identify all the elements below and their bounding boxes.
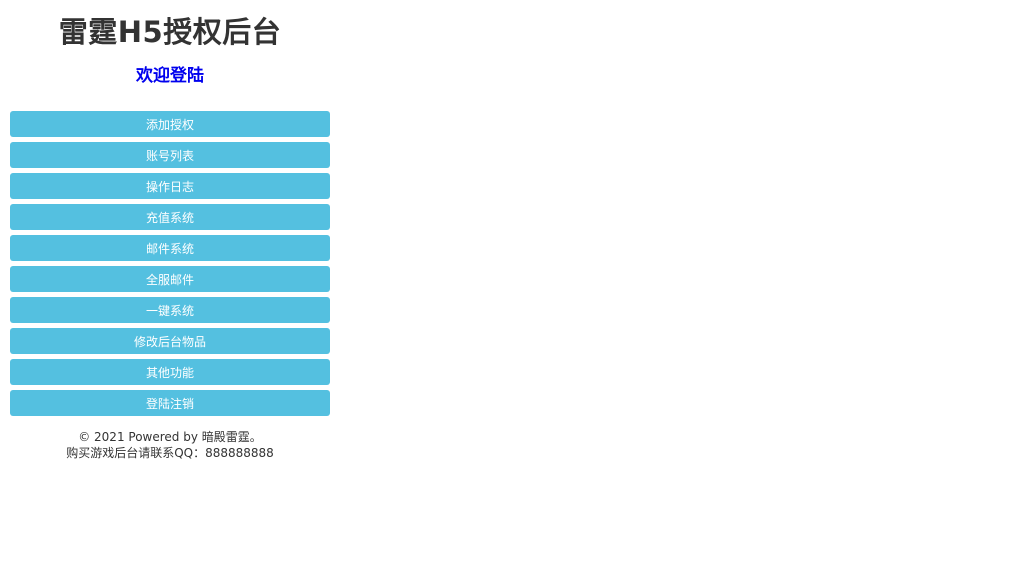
menu-item-account-list[interactable]: 账号列表 <box>10 142 330 168</box>
footer-contact-qq: 购买游戏后台请联系QQ：888888888 <box>66 446 274 460</box>
welcome-login-link[interactable]: 欢迎登陆 <box>136 66 204 86</box>
menu-item-recharge-system[interactable]: 充值系统 <box>10 204 330 230</box>
welcome-link-row: 欢迎登陆 <box>0 65 340 87</box>
menu-item-add-authorization[interactable]: 添加授权 <box>10 111 330 137</box>
menu-item-modify-backend-items[interactable]: 修改后台物品 <box>10 328 330 354</box>
admin-panel-page: 雷霆H5授权后台 欢迎登陆 添加授权 账号列表 操作日志 充值系统 邮件系统 全… <box>0 0 340 461</box>
menu-item-login-logout[interactable]: 登陆注销 <box>10 390 330 416</box>
menu-item-operation-log[interactable]: 操作日志 <box>10 173 330 199</box>
main-menu: 添加授权 账号列表 操作日志 充值系统 邮件系统 全服邮件 一键系统 修改后台物… <box>0 111 340 416</box>
menu-item-all-server-mail[interactable]: 全服邮件 <box>10 266 330 292</box>
page-footer: © 2021 Powered by 暗殿雷霆。 购买游戏后台请联系QQ：8888… <box>0 429 340 461</box>
menu-item-other-functions[interactable]: 其他功能 <box>10 359 330 385</box>
menu-item-one-key-system[interactable]: 一键系统 <box>10 297 330 323</box>
page-title: 雷霆H5授权后台 <box>58 15 282 49</box>
menu-item-mail-system[interactable]: 邮件系统 <box>10 235 330 261</box>
footer-copyright: © 2021 Powered by 暗殿雷霆。 <box>78 430 262 444</box>
